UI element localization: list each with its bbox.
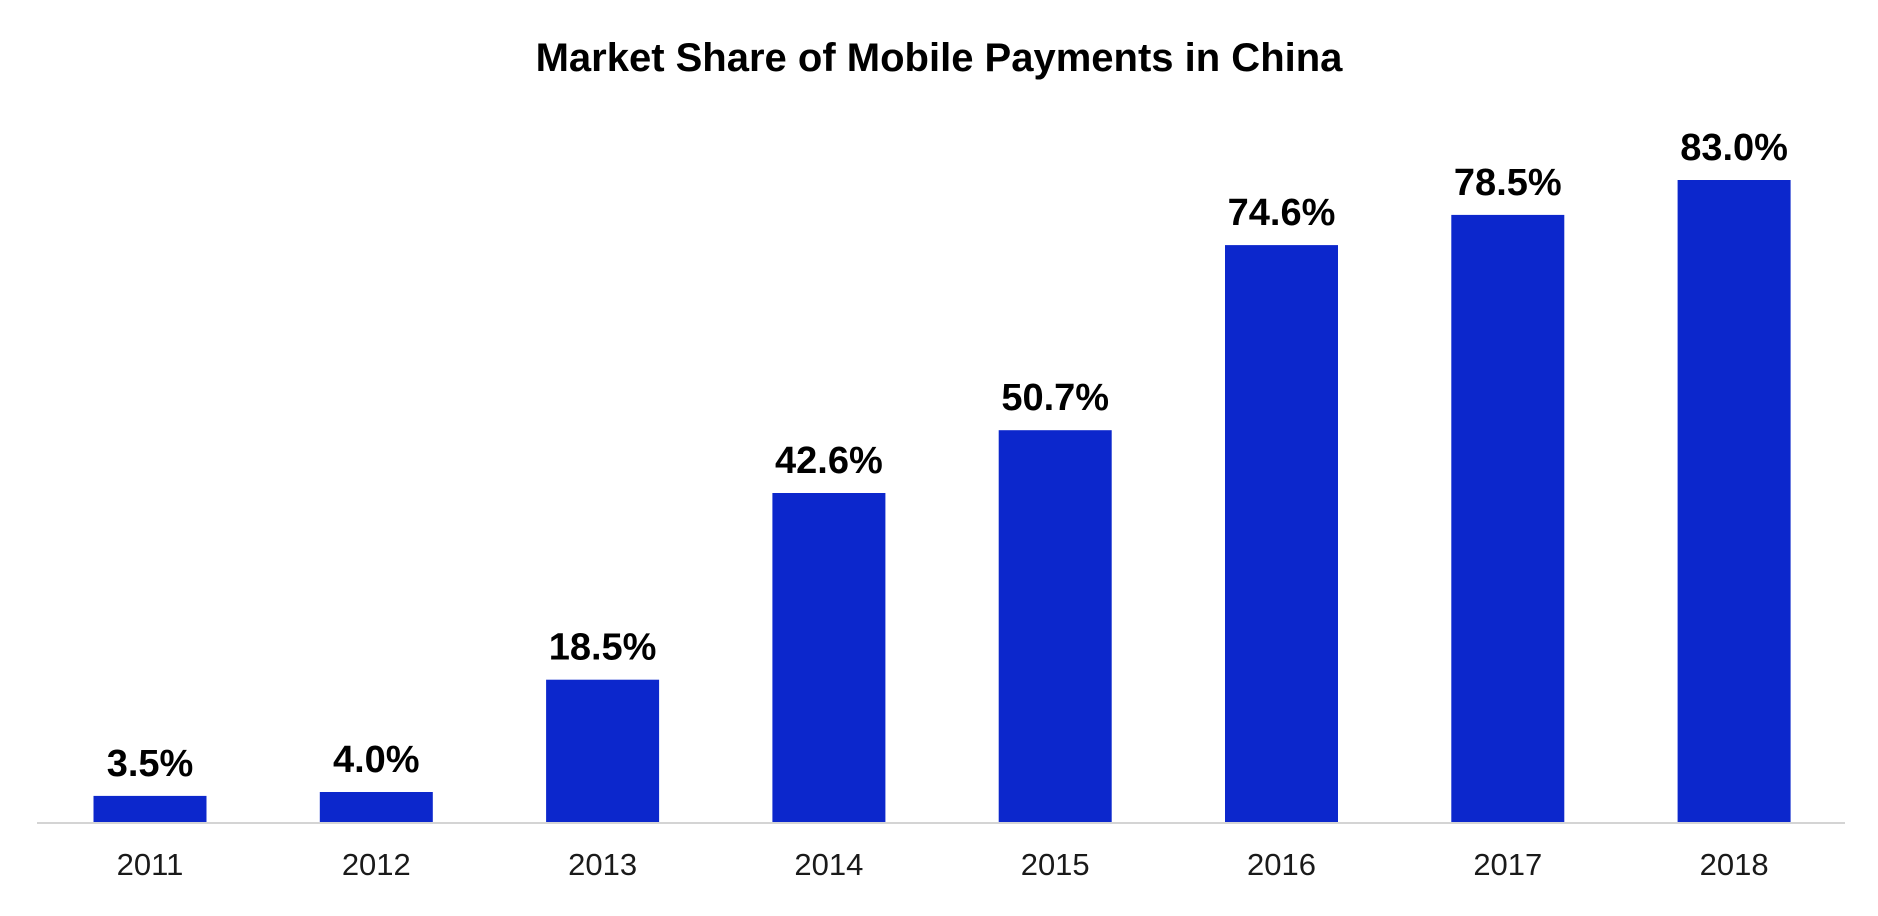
x-tick-label-2014: 2014 (794, 847, 863, 882)
x-tick-label-2017: 2017 (1473, 847, 1542, 882)
bar-2015 (998, 430, 1112, 823)
data-label-2012: 4.0% (333, 739, 420, 781)
x-tick-label-2012: 2012 (342, 847, 411, 882)
bar-2018 (1677, 180, 1791, 823)
bar-2011 (93, 795, 207, 823)
bar-2012 (319, 792, 433, 823)
data-label-2017: 78.5% (1454, 162, 1562, 204)
x-tick-label-2016: 2016 (1247, 847, 1316, 882)
x-tick-label-2018: 2018 (1700, 847, 1769, 882)
x-tick-label-2015: 2015 (1021, 847, 1090, 882)
chart-title: Market Share of Mobile Payments in China (535, 36, 1343, 80)
data-label-2011: 3.5% (107, 743, 194, 785)
bar-2017 (1451, 214, 1565, 823)
bars-group (93, 180, 1791, 824)
x-tick-label-2013: 2013 (568, 847, 637, 882)
bar-2014 (772, 493, 886, 823)
data-label-2013: 18.5% (549, 627, 657, 669)
data-label-2018: 83.0% (1680, 127, 1788, 169)
bar-2013 (546, 679, 660, 823)
x-tick-label-2011: 2011 (117, 847, 184, 882)
data-label-2015: 50.7% (1001, 377, 1109, 419)
x-tick-labels-group: 2011 2012 2013 2014 2015 2016 2017 2018 (117, 847, 1769, 882)
data-label-2016: 74.6% (1228, 192, 1336, 234)
data-labels-group: 3.5% 4.0% 18.5% 42.6% 50.7% 74.6% 78.5% 83.0% (107, 127, 1788, 785)
data-label-2014: 42.6% (775, 440, 883, 482)
bar-2016 (1225, 245, 1338, 824)
